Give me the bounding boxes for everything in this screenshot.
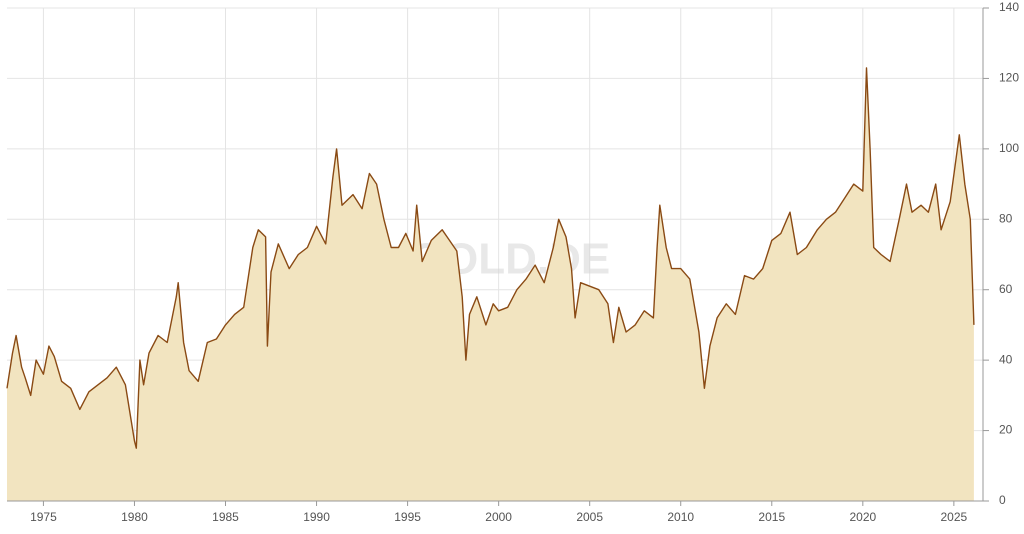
area [7,67,974,502]
x-tick-label: 2025 [941,510,968,524]
x-tick-label: 1995 [394,510,421,524]
x-tick-label: 1985 [212,510,239,524]
line [6,67,975,449]
x-tick-label: 2015 [758,510,785,524]
y-tick-label: 140 [999,0,1019,14]
y-tick-label: 120 [999,71,1019,85]
y-tick-label: 100 [999,141,1019,155]
y-tick-label: 60 [999,282,1013,296]
x-tick-label: 1990 [303,510,330,524]
y-tick-label: 40 [999,352,1013,366]
y-tick-label: 0 [999,493,1006,507]
x-tick-label: 2010 [667,510,694,524]
x-tick-label: 2005 [576,510,603,524]
x-tick-label: 1975 [30,510,57,524]
y-tick-label: 80 [999,211,1013,225]
x-tick-label: 1980 [121,510,148,524]
x-tick-label: 2000 [485,510,512,524]
y-tick-label: 20 [999,423,1013,437]
x-tick-label: 2020 [849,510,876,524]
